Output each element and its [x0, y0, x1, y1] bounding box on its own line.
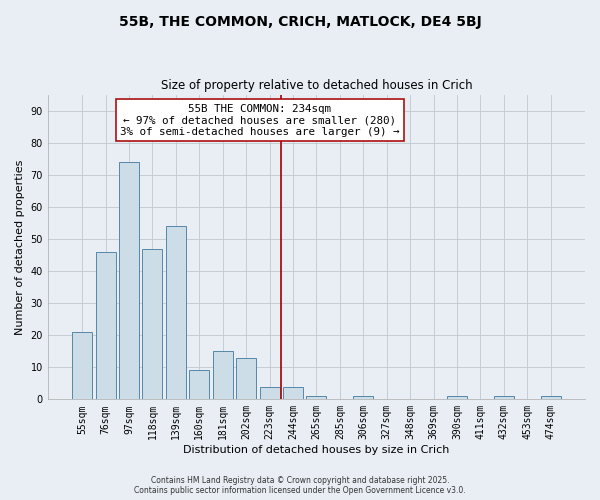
- Bar: [190, 370, 209, 400]
- Bar: [353, 396, 373, 400]
- Bar: [236, 358, 256, 400]
- Text: Contains HM Land Registry data © Crown copyright and database right 2025.
Contai: Contains HM Land Registry data © Crown c…: [134, 476, 466, 495]
- Text: 55B THE COMMON: 234sqm
← 97% of detached houses are smaller (280)
3% of semi-det: 55B THE COMMON: 234sqm ← 97% of detached…: [120, 104, 400, 137]
- Title: Size of property relative to detached houses in Crich: Size of property relative to detached ho…: [161, 79, 472, 92]
- Bar: [307, 396, 326, 400]
- Bar: [283, 386, 303, 400]
- Bar: [447, 396, 467, 400]
- Bar: [142, 248, 163, 400]
- Y-axis label: Number of detached properties: Number of detached properties: [15, 160, 25, 334]
- Bar: [95, 252, 116, 400]
- Bar: [166, 226, 186, 400]
- Bar: [541, 396, 560, 400]
- Bar: [260, 386, 280, 400]
- Bar: [494, 396, 514, 400]
- Bar: [213, 351, 233, 400]
- Bar: [119, 162, 139, 400]
- X-axis label: Distribution of detached houses by size in Crich: Distribution of detached houses by size …: [183, 445, 449, 455]
- Bar: [72, 332, 92, 400]
- Text: 55B, THE COMMON, CRICH, MATLOCK, DE4 5BJ: 55B, THE COMMON, CRICH, MATLOCK, DE4 5BJ: [119, 15, 481, 29]
